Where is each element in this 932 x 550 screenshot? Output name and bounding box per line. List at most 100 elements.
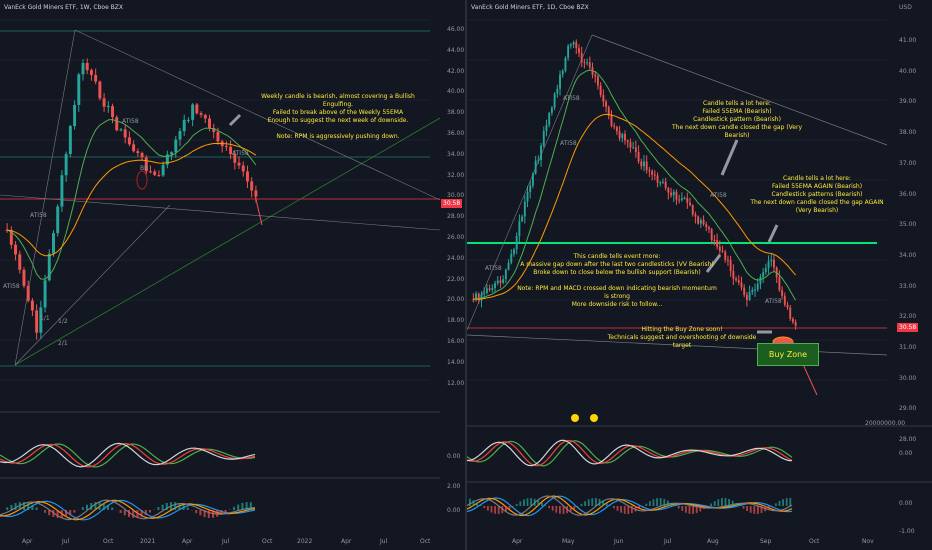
weekly-chart-canvas[interactable] xyxy=(0,0,465,550)
candle-body xyxy=(233,154,237,163)
histogram-bar xyxy=(530,498,532,506)
candle-body xyxy=(203,114,207,119)
daily-y-tick: 29.00 xyxy=(899,405,917,413)
candle-body xyxy=(710,229,713,241)
candle-body xyxy=(773,259,775,268)
histogram-bar xyxy=(645,503,648,506)
daily-annotation-1: Candle tells a lot here: Failed 55EMA (B… xyxy=(671,100,803,139)
candle-body xyxy=(9,229,13,245)
weekly-y-tick: 14.00 xyxy=(447,358,465,366)
candle-body xyxy=(615,126,618,132)
ema-fast-line xyxy=(6,118,257,280)
candle-body xyxy=(770,259,773,262)
candle-body xyxy=(724,251,727,260)
candle-body xyxy=(98,81,102,99)
emoji-eye xyxy=(571,414,579,422)
weekly-y-tick: 36.00 xyxy=(447,130,465,137)
weekly-annotation: Weekly candle is bearish, almost coverin… xyxy=(261,93,415,140)
weekly-chart-pane[interactable]: VanEck Gold Miners ETF, 1W, Cboe BZX 30.… xyxy=(0,0,465,550)
histogram-bar xyxy=(721,498,723,506)
histogram-bar xyxy=(541,502,543,506)
candle-body xyxy=(624,133,626,141)
fib-fan-label: 2/1 xyxy=(58,340,68,347)
daily-macd-line xyxy=(467,439,793,467)
candle-body xyxy=(640,161,643,167)
candle-body xyxy=(556,88,559,94)
daily-chart-title: VanEck Gold Miners ETF, 1D, Cboe BZX xyxy=(471,4,589,11)
candle-body xyxy=(485,288,488,294)
weekly-osc-tick: 2.00 xyxy=(447,483,461,490)
daily-y-tick: 28.00 xyxy=(899,436,917,444)
candle-body xyxy=(762,272,765,277)
histogram-bar xyxy=(174,502,177,510)
histogram-bar xyxy=(98,502,101,510)
candle-body xyxy=(182,119,186,132)
weekly-y-tick: 18.00 xyxy=(447,317,465,325)
daily-macd-line xyxy=(467,439,793,467)
histogram-bar xyxy=(220,510,223,515)
histogram-bar xyxy=(573,506,576,510)
candle-body xyxy=(637,151,640,162)
candle-body xyxy=(165,154,169,165)
histogram-bar xyxy=(479,505,482,506)
histogram-bar xyxy=(623,506,626,514)
candle-body xyxy=(740,282,743,288)
weekly-osc-tick: 0.00 xyxy=(447,507,461,514)
histogram-bar xyxy=(14,503,17,510)
histogram-bar xyxy=(569,506,572,512)
candle-body xyxy=(85,62,89,71)
weekly-pattern-label: BB xyxy=(140,165,149,172)
fib-fan-line xyxy=(14,204,171,366)
weekly-chart-title: VanEck Gold Miners ETF, 1W, Cboe BZX xyxy=(4,4,124,11)
candle-body xyxy=(507,262,510,270)
candle-body xyxy=(531,173,534,186)
candle-body xyxy=(621,133,624,139)
candle-body xyxy=(586,62,589,64)
daily-x-tick: Aug xyxy=(707,538,719,545)
fib-fan-line xyxy=(467,34,593,331)
daily-pattern-label: ATI58 xyxy=(765,298,782,305)
pane-divider[interactable] xyxy=(465,0,467,550)
weekly-y-tick: 40.00 xyxy=(447,88,465,96)
histogram-bar xyxy=(659,498,662,506)
candle-body xyxy=(743,287,746,295)
candle-body xyxy=(691,205,694,215)
histogram-bar xyxy=(35,507,38,510)
histogram-bar xyxy=(497,506,500,514)
daily-y-tick: 34.00 xyxy=(899,251,917,259)
candle-body xyxy=(68,125,72,155)
histogram-bar xyxy=(178,503,181,510)
left-macd-line xyxy=(0,443,256,468)
weekly-pattern-label: ATI58 xyxy=(30,212,47,219)
histogram-bar xyxy=(10,504,13,510)
histogram-bar xyxy=(161,504,164,510)
candle-body xyxy=(680,198,683,201)
histogram-bar xyxy=(170,502,172,510)
candle-body xyxy=(472,299,475,301)
histogram-bar xyxy=(785,498,788,506)
candle-body xyxy=(683,198,686,200)
candle-body xyxy=(781,290,784,296)
histogram-bar xyxy=(713,501,716,506)
candle-body xyxy=(494,283,496,289)
histogram-bar xyxy=(44,510,46,513)
candle-body xyxy=(783,295,786,305)
daily-osc-tick: -1.00 xyxy=(899,528,915,535)
weekly-y-tick: 42.00 xyxy=(447,67,465,75)
histogram-bar xyxy=(237,504,240,510)
histogram-bar xyxy=(656,498,658,506)
weekly-y-tick: 44.00 xyxy=(447,46,465,54)
histogram-bar xyxy=(128,510,130,518)
histogram-bar xyxy=(102,503,105,510)
daily-y-tick: 40.00 xyxy=(899,67,917,75)
candle-body xyxy=(237,162,241,166)
histogram-bar xyxy=(245,502,248,510)
histogram-bar xyxy=(591,498,594,506)
candle-body xyxy=(705,224,708,228)
candle-body xyxy=(521,216,524,222)
daily-osc-tick: 20000000.00 xyxy=(865,420,906,427)
histogram-bar xyxy=(627,506,630,514)
weekly-y-tick: 22.00 xyxy=(447,275,465,283)
daily-chart-pane[interactable]: VanEck Gold Miners ETF, 1D, Cboe BZX USD… xyxy=(467,0,932,550)
candle-body xyxy=(94,74,98,82)
